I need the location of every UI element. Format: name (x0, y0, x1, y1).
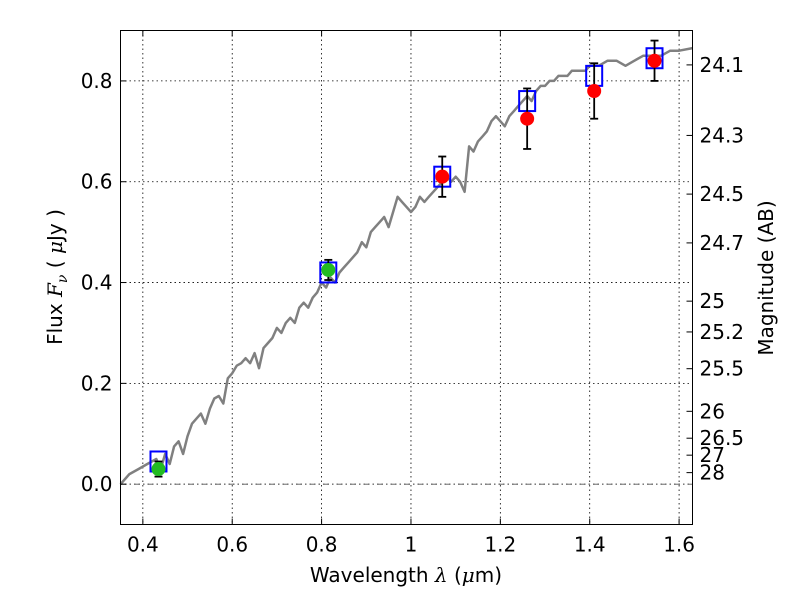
observed-point-marker (151, 462, 166, 477)
x-axis: 0.4 0.6 0.8 1 1.2 1.4 1.6 (127, 30, 695, 557)
x-tick-label: 0.4 (127, 533, 159, 557)
magnitude-tick-label: 26 (700, 399, 725, 423)
plot-area (120, 30, 693, 525)
plot-border (120, 30, 693, 525)
x-tick-label: 0.6 (216, 533, 248, 557)
observed-point-marker (520, 111, 535, 126)
magnitude-tick-label: 24.3 (700, 123, 745, 147)
x-tick-label: 1.6 (663, 533, 695, 557)
x-tick-label: 0.8 (306, 533, 338, 557)
y-tick-label: 0.0 (81, 472, 113, 496)
y-axis-title: Flux Fν ( μJy ) (43, 209, 71, 345)
observed-point-marker (321, 262, 336, 277)
magnitude-tick-label: 25.5 (700, 357, 745, 381)
observed-point-marker (435, 169, 450, 184)
magnitude-tick-label: 24.7 (700, 231, 745, 255)
x-axis-title: Wavelength λ (μm) (310, 563, 502, 587)
x-tick-label: 1.4 (574, 533, 606, 557)
x-tick-label: 1 (405, 533, 418, 557)
magnitude-tick-label: 27 (700, 443, 725, 467)
y-tick-label: 0.6 (81, 170, 113, 194)
y-tick-label: 0.4 (81, 271, 113, 295)
magnitude-tick-label: 25.2 (700, 320, 745, 344)
magnitude-tick-label: 24.1 (700, 53, 745, 77)
template-spectrum (119, 46, 693, 486)
magnitude-tick-label: 25 (700, 289, 725, 313)
observed-points (151, 39, 662, 478)
magnitude-tick-label: 24.5 (700, 182, 745, 206)
magnitude-tick-label: 26.5 (700, 426, 745, 450)
magnitude-tick-label: 28 (700, 461, 725, 485)
y-tick-label: 0.2 (81, 371, 113, 395)
y-axis: 0.0 0.2 0.4 0.6 0.8 (81, 69, 127, 496)
observed-point-marker (647, 53, 662, 68)
observed-point-marker (587, 83, 602, 98)
magnitude-axis-title: Magnitude (AB) (754, 200, 778, 355)
x-tick-label: 1.2 (484, 533, 516, 557)
y-tick-label: 0.8 (81, 69, 113, 93)
spectrum-line (119, 46, 693, 486)
